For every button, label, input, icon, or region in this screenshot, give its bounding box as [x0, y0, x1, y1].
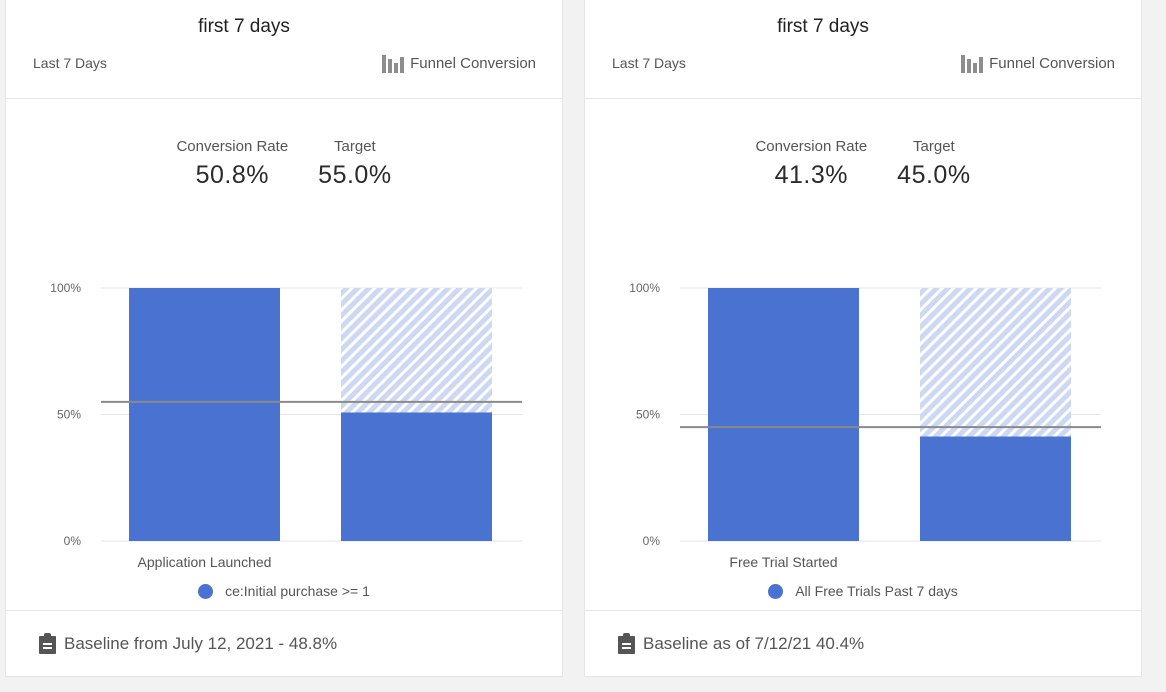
- metric-value: 41.3%: [774, 161, 848, 189]
- y-tick-label: 100%: [50, 281, 81, 295]
- legend-swatch: [198, 583, 214, 599]
- y-tick-label: 50%: [636, 408, 660, 422]
- dropoff-bar: [341, 288, 492, 413]
- y-tick-label: 50%: [57, 408, 81, 422]
- dropoff-bar: [920, 288, 1071, 437]
- funnel-chart: 0% 50% 100% Free Trial Started: [629, 281, 1101, 570]
- funnel-chart: 0% 50% 100% Application Launched: [50, 281, 522, 570]
- card-footer: Baseline as of 7/12/21 40.4%: [585, 610, 1141, 677]
- metrics-row: Conversion Rate 50.8% Target 55.0%: [6, 138, 562, 190]
- date-range-label[interactable]: Last 7 Days: [33, 55, 107, 71]
- y-tick-label: 100%: [629, 281, 660, 295]
- funnel-chart-icon: [382, 53, 405, 73]
- target-metric: Target 55.0%: [318, 138, 391, 190]
- category-label: Free Trial Started: [729, 554, 837, 570]
- metric-value: 50.8%: [195, 161, 269, 189]
- conversion-rate-metric: Conversion Rate 41.3%: [755, 138, 867, 190]
- metric-label: Target: [334, 138, 376, 155]
- visualization-type[interactable]: Funnel Conversion: [382, 53, 536, 73]
- funnel-card: first 7 days Last 7 Days Funnel Conversi…: [5, 0, 563, 677]
- conversion-bar: [341, 412, 492, 541]
- legend-label: ce:Initial purchase >= 1: [225, 583, 370, 599]
- funnel-card: first 7 days Last 7 Days Funnel Conversi…: [584, 0, 1142, 677]
- card-title: first 7 days: [198, 16, 290, 37]
- clipboard-icon: [618, 633, 635, 654]
- metric-value: 45.0%: [897, 161, 971, 189]
- y-tick-label: 0%: [643, 534, 661, 548]
- conversion-bar: [129, 288, 280, 541]
- metric-label: Target: [913, 138, 955, 155]
- conversion-bar: [920, 436, 1071, 541]
- card-header: Last 7 Days Funnel Conversion: [6, 44, 562, 99]
- metric-label: Conversion Rate: [176, 138, 289, 155]
- visualization-type[interactable]: Funnel Conversion: [961, 53, 1115, 73]
- chart-legend[interactable]: ce:Initial purchase >= 1: [6, 583, 562, 599]
- y-tick-label: 0%: [64, 534, 82, 548]
- conversion-bar: [708, 288, 859, 541]
- card-header: Last 7 Days Funnel Conversion: [585, 44, 1141, 99]
- card-title: first 7 days: [777, 16, 869, 37]
- chart-legend[interactable]: All Free Trials Past 7 days: [585, 583, 1141, 599]
- clipboard-icon: [39, 633, 56, 654]
- metrics-row: Conversion Rate 41.3% Target 45.0%: [585, 138, 1141, 190]
- category-label: Application Launched: [138, 554, 272, 570]
- card-footer: Baseline from July 12, 2021 - 48.8%: [6, 610, 562, 677]
- metric-label: Conversion Rate: [755, 138, 868, 155]
- visualization-type-label: Funnel Conversion: [989, 54, 1115, 72]
- baseline-text: Baseline from July 12, 2021 - 48.8%: [64, 633, 338, 653]
- conversion-rate-metric: Conversion Rate 50.8%: [176, 138, 288, 190]
- date-range-label[interactable]: Last 7 Days: [612, 55, 686, 71]
- baseline-text: Baseline as of 7/12/21 40.4%: [643, 633, 865, 653]
- funnel-chart-icon: [961, 53, 984, 73]
- visualization-type-label: Funnel Conversion: [410, 54, 536, 72]
- metric-value: 55.0%: [318, 161, 392, 189]
- legend-label: All Free Trials Past 7 days: [795, 583, 958, 599]
- legend-swatch: [768, 583, 784, 599]
- target-metric: Target 45.0%: [897, 138, 970, 190]
